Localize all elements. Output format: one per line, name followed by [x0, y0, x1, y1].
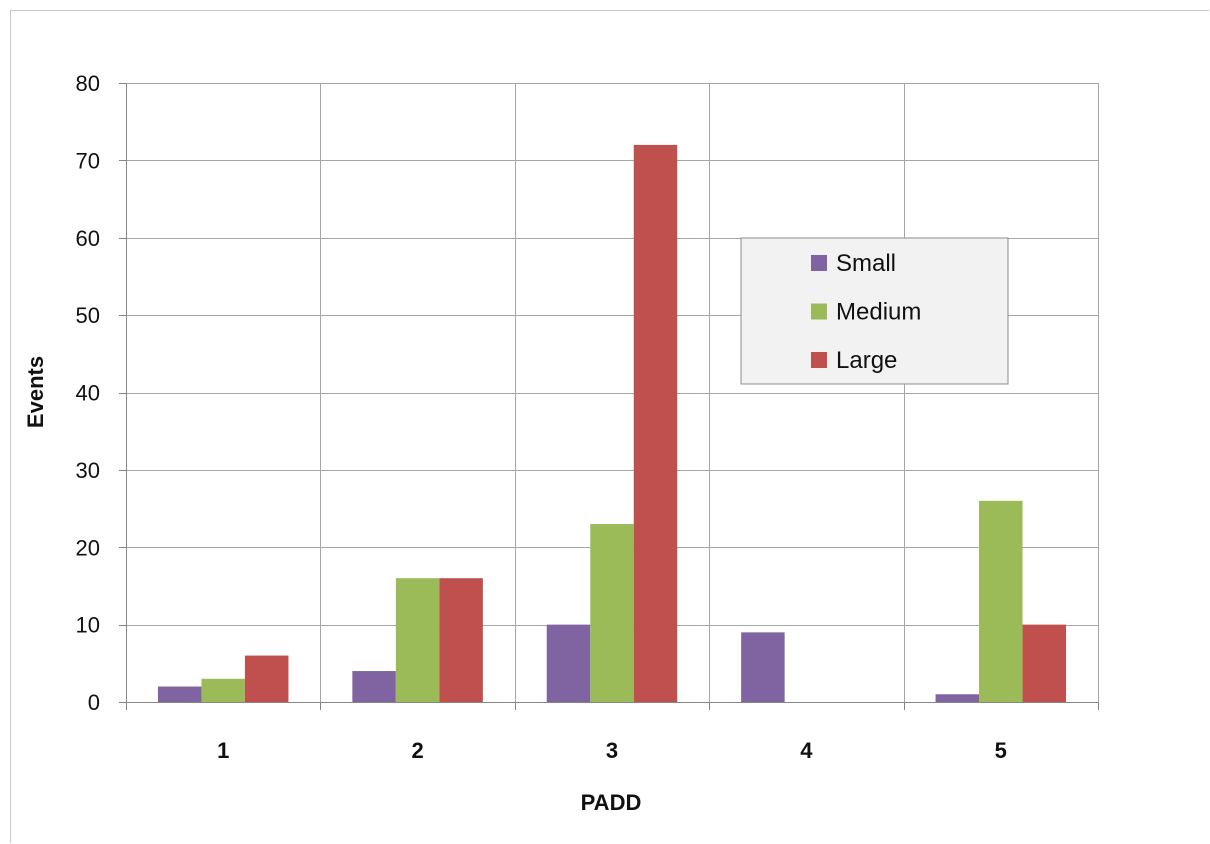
bar-small-2	[352, 671, 396, 702]
legend-label-small: Small	[836, 250, 896, 277]
bar-medium-1	[201, 678, 245, 702]
y-tick-label: 60	[76, 226, 100, 251]
bar-large-5	[1022, 624, 1067, 702]
legend-swatch-large	[811, 352, 827, 368]
y-tick-label: 50	[76, 303, 100, 328]
bar-small-5	[935, 694, 980, 702]
legend-swatch-small	[811, 255, 827, 271]
x-tick-label: 5	[995, 738, 1007, 763]
x-axis-title: PADD	[581, 790, 642, 815]
x-tick-label: 1	[217, 738, 229, 763]
legend-label-large: Large	[836, 347, 897, 374]
bars	[157, 144, 1067, 702]
y-tick-label: 80	[76, 71, 100, 96]
bar-medium-2	[395, 578, 440, 702]
bar-small-1	[157, 686, 202, 702]
y-tick-label: 70	[76, 148, 100, 173]
bar-medium-3	[590, 524, 634, 702]
legend-box	[740, 237, 1009, 385]
y-tick-label: 0	[88, 690, 100, 715]
bar-medium-5	[979, 500, 1023, 702]
bar-small-3	[546, 624, 591, 702]
y-tick-label: 10	[76, 613, 100, 638]
bar-large-1	[244, 655, 289, 702]
x-tick-label: 3	[606, 738, 618, 763]
y-tick-labels: 0 10 20 30 40 50 60 70 80	[76, 71, 100, 715]
chart-frame	[10, 10, 1209, 843]
bar-large-3	[633, 144, 678, 702]
bar-large-2	[439, 578, 483, 702]
legend: Small Medium Large	[740, 237, 1009, 385]
y-tick-label: 30	[76, 458, 100, 483]
y-tick-label: 20	[76, 535, 100, 560]
y-tick-label: 40	[76, 381, 100, 406]
bar-small-4	[741, 632, 785, 702]
legend-swatch-medium	[811, 303, 827, 320]
y-axis-title: Events	[23, 356, 48, 428]
legend-label-medium: Medium	[836, 299, 921, 326]
x-tick-labels: 1 2 3 4 5	[217, 738, 1007, 763]
axes	[119, 83, 1099, 710]
x-tick-label: 4	[800, 738, 813, 763]
x-tick-label: 2	[411, 738, 423, 763]
